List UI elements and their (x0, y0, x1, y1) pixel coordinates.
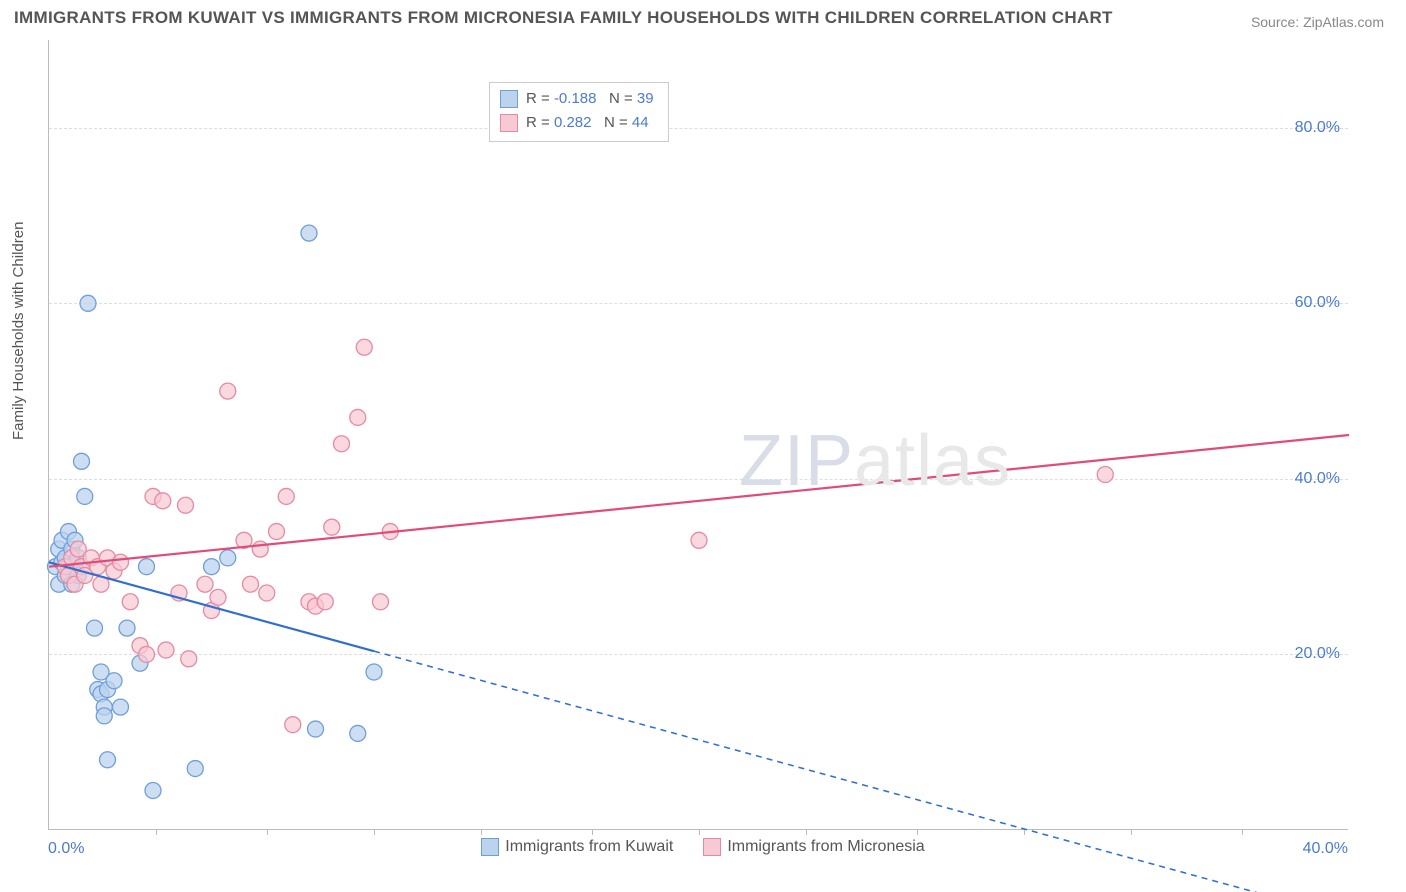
x-tick-mark (374, 829, 375, 835)
x-tick-mark (592, 829, 593, 835)
x-tick-mark (1242, 829, 1243, 835)
scatter-point (187, 761, 203, 777)
x-tick-mark (699, 829, 700, 835)
scatter-point (210, 589, 226, 605)
source-link[interactable]: ZipAtlas.com (1303, 14, 1384, 30)
legend-series-label: Immigrants from Kuwait (505, 838, 673, 855)
chart-title: IMMIGRANTS FROM KUWAIT VS IMMIGRANTS FRO… (14, 8, 1113, 28)
scatter-point (324, 519, 340, 535)
x-tick-mark (806, 829, 807, 835)
y-tick-label: 80.0% (1295, 119, 1340, 137)
legend-swatch (500, 114, 518, 132)
scatter-point (139, 646, 155, 662)
scatter-point (285, 717, 301, 733)
legend-n-value: 39 (637, 90, 654, 107)
scatter-point (74, 453, 90, 469)
legend-series-label: Immigrants from Micronesia (727, 838, 924, 855)
scatter-point (1097, 467, 1113, 483)
scatter-point (181, 651, 197, 667)
scatter-point (350, 409, 366, 425)
scatter-point (301, 225, 317, 241)
y-tick-label: 40.0% (1295, 470, 1340, 488)
y-tick-label: 60.0% (1295, 294, 1340, 312)
scatter-point (113, 699, 129, 715)
correlation-legend: R = -0.188 N = 39R = 0.282 N = 44 (489, 82, 669, 142)
legend-swatch (703, 838, 721, 856)
y-tick-label: 20.0% (1295, 645, 1340, 663)
scatter-point (373, 594, 389, 610)
scatter-point (259, 585, 275, 601)
scatter-point (197, 576, 213, 592)
scatter-point (155, 493, 171, 509)
scatter-point (139, 559, 155, 575)
scatter-point (204, 559, 220, 575)
scatter-point (119, 620, 135, 636)
legend-swatch (500, 90, 518, 108)
scatter-point (220, 383, 236, 399)
scatter-point (158, 642, 174, 658)
scatter-point (178, 497, 194, 513)
x-tick-mark (1131, 829, 1132, 835)
scatter-point (113, 554, 129, 570)
source-prefix: Source: (1251, 14, 1303, 30)
scatter-point (334, 436, 350, 452)
scatter-point (87, 620, 103, 636)
legend-r-value: 0.282 (554, 114, 592, 131)
x-tick-mark (917, 829, 918, 835)
series-legend: Immigrants from Kuwait Immigrants from Mi… (0, 838, 1406, 856)
scatter-point (278, 488, 294, 504)
scatter-point (366, 664, 382, 680)
x-tick-mark (156, 829, 157, 835)
legend-row: R = 0.282 N = 44 (500, 111, 654, 135)
y-axis-label: Family Households with Children (10, 222, 27, 440)
x-tick-mark (481, 829, 482, 835)
scatter-svg (49, 40, 1348, 829)
scatter-point (80, 295, 96, 311)
scatter-point (308, 721, 324, 737)
plot-area: 20.0%40.0%60.0%80.0% ZIPatlas R = -0.188… (48, 40, 1348, 830)
scatter-point (252, 541, 268, 557)
scatter-point (77, 488, 93, 504)
scatter-point (350, 725, 366, 741)
x-tick-mark (267, 829, 268, 835)
scatter-point (356, 339, 372, 355)
scatter-point (145, 783, 161, 799)
scatter-point (220, 550, 236, 566)
scatter-point (269, 524, 285, 540)
source-label: Source: ZipAtlas.com (1251, 14, 1384, 30)
legend-r-value: -0.188 (554, 90, 597, 107)
scatter-point (122, 594, 138, 610)
legend-swatch (481, 838, 499, 856)
scatter-point (243, 576, 259, 592)
scatter-point (96, 708, 112, 724)
scatter-point (317, 594, 333, 610)
scatter-point (100, 752, 116, 768)
scatter-point (106, 673, 122, 689)
scatter-point (691, 532, 707, 548)
legend-row: R = -0.188 N = 39 (500, 87, 654, 111)
legend-n-value: 44 (632, 114, 649, 131)
